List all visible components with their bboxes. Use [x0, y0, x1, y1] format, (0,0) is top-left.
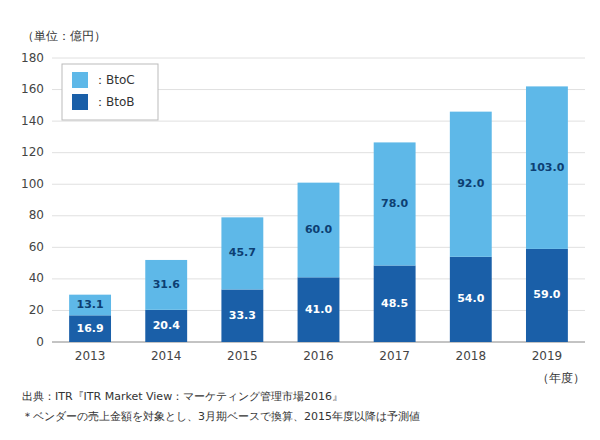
bar [145, 310, 187, 342]
grid-line [52, 121, 585, 122]
data-label: 45.7 [229, 246, 256, 259]
y-tick-label: 80 [29, 208, 44, 222]
y-tick-label: 60 [29, 240, 44, 254]
legend-label: ：BtoB [94, 95, 135, 109]
footnote: 出典：ITR『ITR Market View：マーケティング管理市場2016』 [22, 390, 343, 403]
legend-swatch [72, 94, 88, 110]
y-tick-label: 160 [21, 82, 44, 96]
y-tick-label: 40 [29, 271, 44, 285]
bar [221, 289, 263, 342]
x-tick-label: 2017 [379, 349, 410, 363]
data-label: 60.0 [305, 223, 332, 236]
y-tick-label: 20 [29, 303, 44, 317]
legend: ：BtoC ：BtoB [62, 64, 158, 120]
y-tick-label: 140 [21, 114, 44, 128]
bar [374, 265, 416, 342]
bar [298, 183, 340, 278]
bar [526, 86, 568, 249]
bar [450, 112, 492, 257]
bar [298, 277, 340, 342]
bar [69, 315, 111, 342]
data-label: 31.6 [153, 278, 180, 291]
data-label: 20.4 [153, 319, 180, 332]
x-axis: 2013 2014 2015 2016 2017 2018 2019 [75, 349, 562, 363]
footnote: ＊ベンダーの売上金額を対象とし、3月期ベースで換算、2015年度以降は予測値 [22, 410, 420, 423]
data-label: 41.0 [305, 303, 332, 316]
data-label: 54.0 [457, 292, 484, 305]
y-tick-label: 100 [21, 177, 44, 191]
x-tick-label: 2018 [456, 349, 487, 363]
data-label: 103.0 [530, 161, 565, 174]
y-tick-label: 180 [21, 51, 44, 65]
data-label: 13.1 [77, 298, 104, 311]
x-tick-label: 2019 [532, 349, 563, 363]
bar [69, 295, 111, 316]
data-label: 92.0 [457, 177, 484, 190]
chart-container: 0 20 40 60 80 100 120 140 160 180 16.9 20.4 33.3 41.0… [0, 0, 600, 440]
bar [374, 142, 416, 265]
data-labels: 16.9 20.4 33.3 41.0 48.5 54.0 59.0 13.1 31.6 45.7… [77, 161, 565, 335]
data-label: 33.3 [229, 309, 256, 322]
grid-line [52, 152, 585, 153]
data-label: 78.0 [381, 197, 408, 210]
bar [450, 257, 492, 342]
x-axis-label: （年度） [537, 371, 585, 385]
y-axis-label: （単位：億円） [22, 29, 106, 43]
x-tick-label: 2015 [227, 349, 258, 363]
x-tick-label: 2014 [151, 349, 182, 363]
y-tick-label: 0 [36, 335, 44, 349]
bars [69, 86, 568, 342]
y-axis: 0 20 40 60 80 100 120 140 160 180 [21, 51, 585, 349]
bar [145, 260, 187, 310]
grid-line [52, 58, 585, 59]
bar [221, 217, 263, 289]
legend-box [62, 64, 158, 120]
legend-label: ：BtoC [94, 73, 135, 87]
y-tick-label: 120 [21, 145, 44, 159]
background [0, 0, 600, 440]
data-label: 48.5 [381, 297, 408, 310]
x-tick-label: 2013 [75, 349, 106, 363]
legend-swatch [72, 72, 88, 88]
x-tick-label: 2016 [303, 349, 334, 363]
data-label: 16.9 [77, 322, 104, 335]
data-label: 59.0 [533, 288, 560, 301]
chart: 0 20 40 60 80 100 120 140 160 180 16.9 20.4 33.3 41.0… [0, 0, 600, 440]
bar [526, 249, 568, 342]
